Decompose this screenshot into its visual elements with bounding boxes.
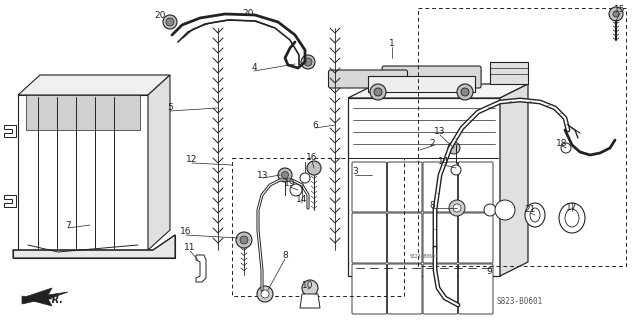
Text: 10: 10 [302, 282, 314, 291]
Text: 9: 9 [486, 268, 492, 276]
Text: S823-B0601: S823-B0601 [410, 253, 438, 259]
Polygon shape [4, 195, 16, 207]
Text: 1: 1 [389, 39, 395, 49]
Text: 20: 20 [242, 10, 254, 19]
Text: 3: 3 [352, 167, 358, 177]
Text: 12: 12 [186, 156, 197, 164]
Polygon shape [500, 84, 528, 276]
Circle shape [370, 84, 386, 100]
Text: 13: 13 [434, 127, 446, 137]
Polygon shape [348, 98, 500, 276]
Circle shape [613, 11, 619, 17]
FancyBboxPatch shape [423, 162, 457, 212]
Text: 20: 20 [154, 12, 166, 20]
Polygon shape [348, 84, 528, 98]
Circle shape [461, 88, 469, 96]
FancyBboxPatch shape [387, 264, 422, 314]
Bar [490, 62, 528, 84]
Text: 17: 17 [566, 204, 578, 212]
Text: 5: 5 [167, 103, 173, 113]
Circle shape [449, 200, 465, 216]
Text: 13: 13 [257, 171, 269, 180]
Bar [418, 8, 626, 266]
Circle shape [451, 165, 461, 175]
Polygon shape [18, 75, 170, 95]
Text: 2: 2 [429, 139, 435, 148]
Text: FR.: FR. [46, 295, 64, 305]
Polygon shape [13, 235, 175, 258]
Text: 21: 21 [524, 205, 536, 214]
Text: 16: 16 [306, 154, 318, 163]
Text: 8: 8 [429, 201, 435, 210]
Text: 16: 16 [180, 228, 192, 236]
Text: 14: 14 [438, 157, 450, 166]
Polygon shape [148, 75, 170, 250]
Text: 8: 8 [282, 252, 288, 260]
Polygon shape [22, 296, 40, 304]
Circle shape [453, 204, 461, 212]
Circle shape [240, 236, 248, 244]
Circle shape [163, 15, 177, 29]
Circle shape [484, 204, 496, 216]
Circle shape [236, 232, 252, 248]
FancyBboxPatch shape [352, 213, 387, 263]
Text: 11: 11 [184, 244, 196, 252]
Circle shape [495, 200, 515, 220]
Polygon shape [4, 125, 16, 137]
FancyBboxPatch shape [423, 264, 457, 314]
Circle shape [301, 55, 315, 69]
Polygon shape [22, 288, 68, 306]
Circle shape [374, 88, 382, 96]
Circle shape [278, 168, 292, 182]
Bar [368, 76, 475, 92]
Circle shape [282, 172, 289, 179]
Text: 15: 15 [614, 5, 626, 14]
Circle shape [257, 286, 273, 302]
FancyBboxPatch shape [423, 213, 457, 263]
FancyBboxPatch shape [329, 70, 408, 88]
FancyBboxPatch shape [382, 66, 481, 88]
Circle shape [561, 143, 571, 153]
Polygon shape [26, 95, 140, 130]
Text: 4: 4 [251, 63, 257, 73]
Ellipse shape [559, 203, 585, 233]
Circle shape [609, 7, 623, 21]
Bar [232, 158, 404, 296]
Text: S823-B0601: S823-B0601 [497, 298, 543, 307]
Circle shape [448, 142, 460, 154]
Circle shape [261, 290, 269, 298]
Circle shape [290, 184, 302, 196]
FancyBboxPatch shape [387, 162, 422, 212]
Circle shape [300, 173, 310, 183]
Text: 14: 14 [296, 196, 308, 204]
FancyBboxPatch shape [352, 162, 387, 212]
FancyBboxPatch shape [352, 264, 387, 314]
FancyBboxPatch shape [459, 162, 493, 212]
Polygon shape [300, 294, 320, 308]
FancyBboxPatch shape [459, 213, 493, 263]
Text: 7: 7 [65, 220, 71, 229]
Ellipse shape [530, 208, 540, 222]
Circle shape [457, 84, 473, 100]
Polygon shape [196, 255, 206, 282]
Circle shape [307, 161, 321, 175]
Polygon shape [18, 95, 148, 250]
FancyBboxPatch shape [459, 264, 493, 314]
Ellipse shape [565, 209, 579, 227]
Circle shape [304, 58, 312, 66]
Text: 6: 6 [312, 121, 318, 130]
Ellipse shape [525, 203, 545, 227]
Text: 19: 19 [284, 180, 296, 188]
Circle shape [302, 280, 318, 296]
Circle shape [166, 18, 174, 26]
FancyBboxPatch shape [387, 213, 422, 263]
Text: 18: 18 [556, 139, 568, 148]
